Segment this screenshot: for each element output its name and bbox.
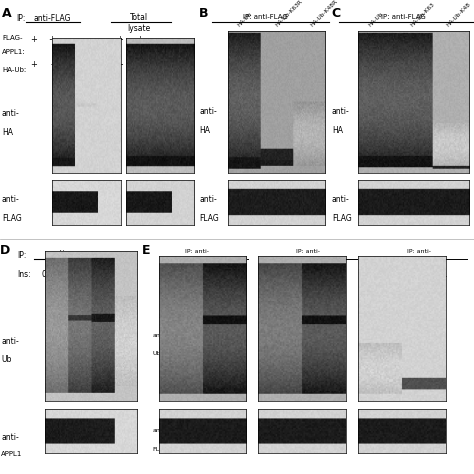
Text: min: min — [123, 270, 136, 276]
Text: 15: 15 — [73, 270, 83, 279]
Text: -: - — [70, 35, 73, 44]
Text: FLAG: FLAG — [262, 447, 278, 452]
Text: 0: 0 — [42, 270, 46, 279]
Text: anti-: anti- — [152, 428, 166, 433]
Text: IP: anti-: IP: anti- — [407, 248, 431, 254]
Text: A: A — [2, 7, 12, 20]
Text: HA: HA — [332, 126, 343, 135]
Text: -: - — [413, 273, 416, 282]
Text: IP:: IP: — [16, 14, 25, 23]
Text: FLAG: FLAG — [152, 447, 168, 452]
Text: IP: anti-: IP: anti- — [185, 248, 209, 254]
Text: anti-: anti- — [152, 333, 166, 338]
Text: -: - — [304, 273, 307, 282]
Text: HA-Ub: HA-Ub — [236, 11, 253, 28]
Text: IP:: IP: — [17, 251, 27, 260]
Text: anti-: anti- — [332, 107, 349, 116]
Text: lysate: lysate — [128, 25, 151, 34]
Text: FLAG: FLAG — [332, 214, 352, 223]
Text: HA-Ub-K48R: HA-Ub-K48R — [309, 0, 338, 28]
Text: anti-: anti- — [1, 337, 19, 346]
Text: Ub: Ub — [1, 356, 12, 365]
Text: Ub: Ub — [152, 351, 161, 356]
Text: +: + — [158, 61, 164, 70]
Text: +: + — [116, 61, 123, 70]
Text: IP: anti-FLAG: IP: anti-FLAG — [243, 14, 288, 20]
Text: B: B — [199, 7, 209, 20]
Text: HA: HA — [2, 128, 13, 137]
Text: HA-Ub: HA-Ub — [367, 11, 384, 28]
Text: C: C — [332, 7, 341, 20]
Text: Ins:: Ins: — [17, 270, 31, 279]
Text: +: + — [30, 61, 37, 70]
Text: APPL1: APPL1 — [1, 451, 23, 457]
Text: Ins:: Ins: — [268, 273, 280, 277]
Text: APPL1: APPL1 — [49, 264, 71, 269]
Text: HA-Ub-K63R: HA-Ub-K63R — [275, 0, 304, 28]
Text: HA-Ub:: HA-Ub: — [2, 67, 26, 73]
Text: anti-: anti- — [199, 107, 217, 116]
Text: anti-: anti- — [199, 195, 217, 204]
Text: APPL1:: APPL1: — [2, 49, 26, 55]
Text: Ub-: Ub- — [262, 351, 273, 356]
Text: K63: K63 — [262, 369, 273, 374]
Text: anti-: anti- — [262, 428, 276, 433]
Text: D: D — [0, 244, 10, 257]
Text: FLAG: FLAG — [411, 261, 428, 266]
Text: FLAG-: FLAG- — [2, 35, 22, 41]
Text: IP: anti-FLAG: IP: anti-FLAG — [381, 14, 425, 20]
Text: anti-: anti- — [52, 250, 68, 255]
Text: HA-Ub-K63: HA-Ub-K63 — [410, 2, 436, 28]
Text: anti-: anti- — [2, 109, 20, 118]
Text: Ub-: Ub- — [371, 351, 382, 356]
Text: -: - — [194, 273, 197, 282]
Text: K48: K48 — [371, 369, 383, 374]
Text: +: + — [331, 273, 337, 282]
Text: IP: anti-: IP: anti- — [296, 248, 320, 254]
Text: Total: Total — [130, 13, 148, 22]
Text: +: + — [68, 61, 75, 70]
Text: +: + — [30, 35, 37, 44]
Text: 0: 0 — [106, 270, 110, 279]
Text: FLAG: FLAG — [189, 261, 205, 266]
Text: anti-FLAG: anti-FLAG — [33, 14, 71, 23]
Text: E: E — [142, 244, 151, 257]
Text: +: + — [116, 35, 123, 44]
Text: anti-: anti- — [371, 428, 385, 433]
Text: FLAG: FLAG — [300, 261, 316, 266]
Text: FLAG: FLAG — [2, 214, 22, 223]
Text: anti-: anti- — [371, 333, 385, 338]
Text: -: - — [160, 35, 163, 44]
Text: -: - — [138, 61, 141, 70]
Text: FLAG: FLAG — [371, 447, 387, 452]
Text: +: + — [48, 35, 55, 44]
Text: IgG: IgG — [103, 251, 116, 260]
Text: +: + — [440, 273, 447, 282]
Text: anti-: anti- — [1, 433, 19, 442]
Text: 5: 5 — [59, 270, 64, 279]
Text: Ins:: Ins: — [159, 273, 170, 277]
Text: +: + — [136, 35, 143, 44]
Text: -: - — [50, 61, 53, 70]
Text: anti-: anti- — [262, 333, 276, 338]
Text: anti-: anti- — [2, 195, 20, 204]
Text: HA: HA — [199, 126, 210, 135]
Text: HA-Ub-K48: HA-Ub-K48 — [446, 2, 472, 28]
Text: anti-: anti- — [332, 195, 349, 204]
Text: FLAG: FLAG — [199, 214, 219, 223]
Text: +: + — [221, 273, 228, 282]
Text: Ins:: Ins: — [378, 273, 389, 277]
